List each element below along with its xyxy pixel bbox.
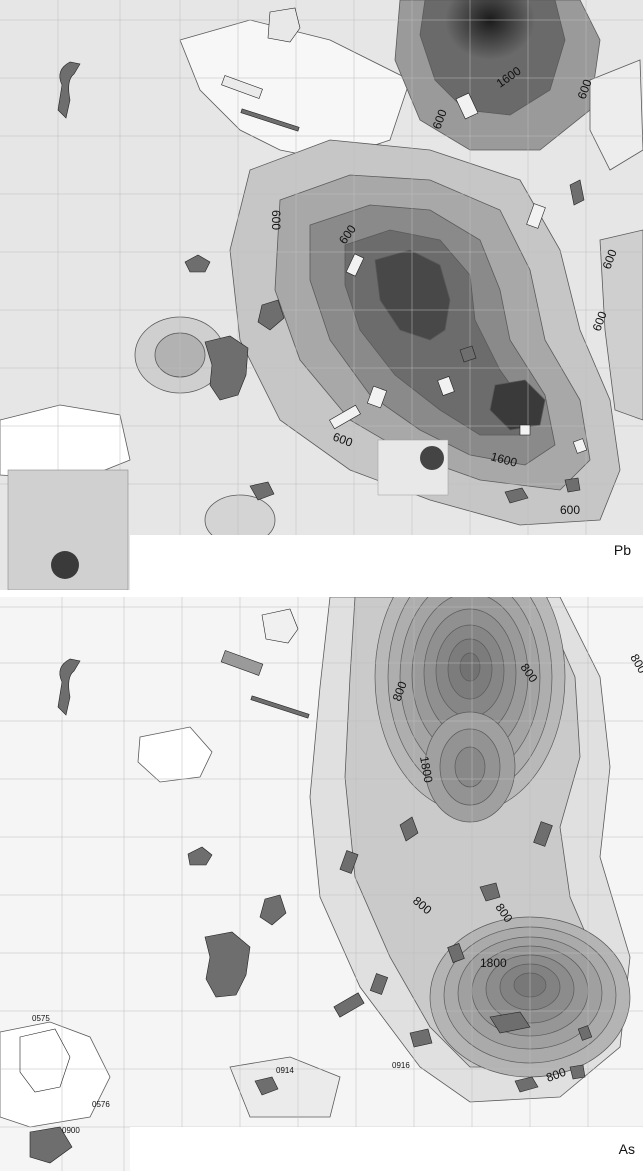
as-feature (577, 1025, 593, 1041)
pb-feature (504, 487, 529, 504)
pb-feature (366, 385, 388, 409)
as-mid-peak-rings (424, 711, 516, 823)
pb-feature (569, 179, 585, 206)
pb-contour-zone (599, 229, 643, 421)
as-contour-map: 800 800 800 1800 800 800 1800 800 0575 0… (0, 597, 643, 1171)
as-feature-label: 0575 (32, 1014, 50, 1023)
pb-label-strip (130, 535, 643, 590)
pb-contour-map: 1600 600 600 600 600 600 600 1600 600 60… (0, 0, 643, 590)
as-feature (204, 931, 251, 998)
as-feature (57, 658, 81, 716)
panel-divider (0, 590, 643, 597)
pb-inset-peak (51, 551, 79, 579)
as-feature (514, 1076, 539, 1093)
as-feature (259, 894, 287, 926)
as-feature (250, 695, 310, 719)
pb-feature (240, 108, 300, 132)
pb-contour-label: 600 (600, 247, 620, 271)
as-feature-label: 0914 (276, 1066, 294, 1075)
pb-feature (564, 477, 581, 493)
as-contour-label: 800 (544, 1065, 568, 1085)
as-low-zone (0, 1021, 111, 1128)
as-feature-label: 0916 (392, 1061, 410, 1070)
as-feature (533, 821, 553, 847)
pb-low-zone (0, 404, 131, 481)
as-contour-label: 1800 (480, 956, 507, 970)
as-feature (447, 943, 465, 963)
as-feature (569, 1064, 586, 1080)
pb-feature (204, 335, 249, 401)
as-feature (333, 992, 365, 1018)
as-contour-zone (229, 1056, 341, 1118)
pb-contour-label: 600 (269, 210, 283, 230)
pb-feature (329, 404, 361, 430)
as-contour-label: 800 (390, 679, 410, 703)
as-element-label: As (618, 1141, 635, 1157)
pb-feature (249, 481, 275, 501)
pb-feature (572, 438, 588, 454)
pb-contour-label: 600 (560, 503, 580, 517)
pb-feature (526, 203, 546, 229)
as-feature (29, 1126, 73, 1164)
pb-inset-peak (420, 446, 444, 470)
pb-contour-label: 1600 (489, 449, 519, 470)
pb-feature (267, 7, 301, 43)
pb-contour-zone (589, 59, 643, 171)
as-feature-label: 0900 (62, 1126, 80, 1135)
as-label-strip (130, 1127, 643, 1171)
as-low-zone (137, 726, 213, 783)
as-feature (19, 1028, 71, 1093)
pb-contour-zone (489, 379, 546, 431)
as-feature (479, 882, 501, 902)
pb-feature (455, 92, 479, 120)
as-contour-label: 1800 (417, 755, 435, 784)
as-map-panel: 800 800 800 1800 800 800 1800 800 0575 0… (0, 597, 643, 1171)
as-feature-labels: 0575 0576 0914 0916 0900 (32, 1014, 410, 1135)
as-feature (489, 1011, 531, 1034)
pb-features (57, 7, 588, 504)
pb-contour-label: 600 (575, 77, 595, 101)
as-feature-label: 0576 (92, 1100, 110, 1109)
pb-map-panel: 1600 600 600 600 600 600 600 1600 600 60… (0, 0, 643, 590)
as-feature (261, 608, 299, 644)
as-feature (339, 850, 359, 874)
pb-feature (459, 345, 477, 363)
pb-element-label: Pb (613, 542, 631, 558)
as-features (19, 608, 593, 1164)
as-feature (187, 846, 213, 866)
pb-contour-label: 600 (590, 309, 610, 333)
pb-feature (437, 376, 455, 396)
pb-feature (57, 61, 81, 119)
pb-peak (445, 0, 535, 60)
as-feature (399, 816, 419, 842)
pb-contour-label: 600 (331, 430, 355, 450)
as-feature (369, 973, 389, 995)
as-feature (409, 1028, 433, 1048)
pb-feature (345, 253, 365, 277)
pb-feature (184, 254, 211, 273)
pb-contour-label: 600 (430, 107, 450, 131)
as-feature (220, 650, 264, 676)
as-feature (254, 1076, 279, 1096)
pb-feature (519, 424, 531, 436)
pb-feature (221, 75, 263, 99)
pb-feature (257, 299, 285, 331)
